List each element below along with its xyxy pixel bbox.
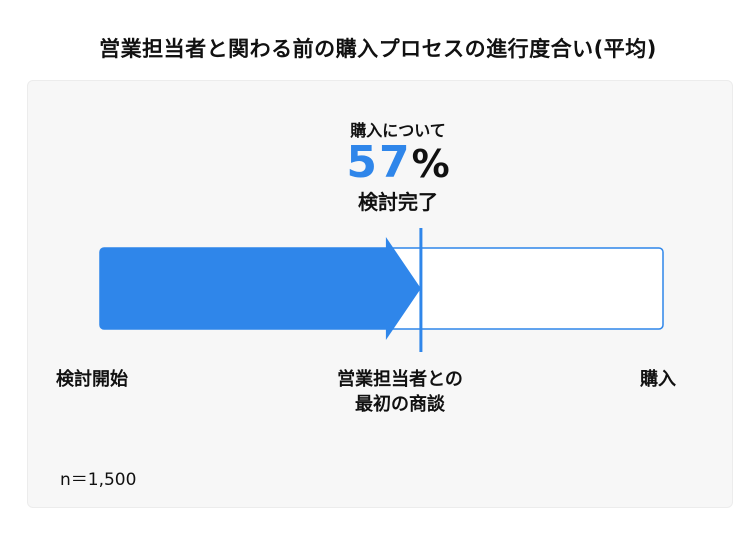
callout-percentage: 57% — [0, 138, 756, 189]
callout-unit: % — [411, 142, 450, 186]
axis-label-middle: 営業担当者との 最初の商談 — [300, 367, 500, 417]
callout-number: 57 — [346, 137, 412, 188]
axis-label-middle-line2: 最初の商談 — [355, 394, 445, 415]
axis-label-middle-line1: 営業担当者との — [337, 369, 463, 390]
axis-label-start: 検討開始 — [56, 369, 128, 390]
sample-size-note: n＝1,500 — [60, 470, 137, 490]
callout-label-bottom: 検討完了 — [358, 190, 438, 214]
callout-label-top: 購入について — [350, 121, 446, 140]
axis-label-end: 購入 — [640, 369, 676, 390]
chart-title: 営業担当者と関わる前の購入プロセスの進行度合い(平均) — [99, 37, 657, 61]
progress-fill-arrow — [100, 237, 421, 340]
